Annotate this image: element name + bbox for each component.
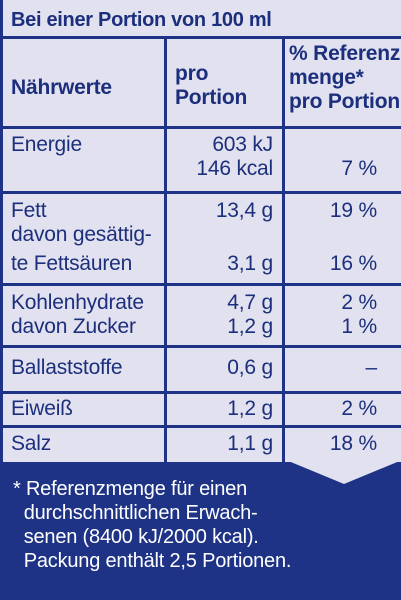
percent-eiweiss: 2 % xyxy=(341,397,377,420)
nutrition-table: Nährwerte pro Portion % Referenz- menge*… xyxy=(3,0,401,470)
row-label-eiweiss: Eiweiß xyxy=(11,397,73,420)
value-kohlenhydrate: 4,7 g xyxy=(227,291,273,314)
divider xyxy=(3,345,401,348)
row-label-ballaststoffe: Ballaststoffe xyxy=(11,356,123,379)
value-energie-kcal: 146 kcal xyxy=(196,157,273,180)
value-gesaettigte: 3,1 g xyxy=(227,252,273,275)
percent-kohlenhydrate: 2 % xyxy=(341,291,377,314)
value-fett: 13,4 g xyxy=(215,199,273,222)
footnote: * Referenzmenge für einen durchschnittli… xyxy=(13,477,393,573)
column-header-reference-2: menge* xyxy=(289,66,364,89)
divider xyxy=(3,36,401,39)
row-label-gesaettigte-1: davon gesättig- xyxy=(11,223,152,246)
row-label-kohlenhydrate: Kohlenhydrate xyxy=(11,291,144,314)
divider xyxy=(3,283,401,286)
footnote-line: * Referenzmenge für einen xyxy=(13,478,248,500)
footnote-line: senen (8400 kJ/2000 kcal). xyxy=(13,526,259,548)
column-header-nutrient: Nährwerte xyxy=(11,76,112,99)
column-divider xyxy=(282,38,285,462)
row-label-salz: Salz xyxy=(11,432,52,455)
percent-energie: 7 % xyxy=(341,157,377,180)
footnote-line: Packung enthält 2,5 Portionen. xyxy=(13,550,292,572)
divider xyxy=(3,391,401,394)
value-eiweiss: 1,2 g xyxy=(227,397,273,420)
footer-notch xyxy=(286,460,401,484)
footer-band xyxy=(3,462,401,600)
percent-zucker: 1 % xyxy=(341,315,377,338)
value-energie-kj: 603 kJ xyxy=(212,133,273,156)
row-label-fett: Fett xyxy=(11,199,47,222)
column-header-per-portion-2: Portion xyxy=(175,86,248,109)
percent-ballaststoffe: – xyxy=(365,356,378,379)
portion-header: Bei einer Portion von 100 ml xyxy=(11,9,272,31)
value-salz: 1,1 g xyxy=(227,432,273,455)
row-label-energie: Energie xyxy=(11,133,82,156)
percent-salz: 18 % xyxy=(329,432,377,455)
divider xyxy=(3,191,401,194)
value-ballaststoffe: 0,6 g xyxy=(227,356,273,379)
column-header-per-portion-1: pro xyxy=(175,62,209,85)
column-header-reference-3: pro Portion xyxy=(289,90,400,113)
column-header-reference-1: % Referenz- xyxy=(289,42,401,65)
footnote-line: durchschnittlichen Erwach- xyxy=(13,502,258,524)
divider xyxy=(3,126,401,129)
row-label-gesaettigte-2: te Fettsäuren xyxy=(11,252,133,275)
divider xyxy=(3,425,401,428)
percent-gesaettigte: 16 % xyxy=(329,252,377,275)
value-zucker: 1,2 g xyxy=(227,315,273,338)
row-label-zucker: davon Zucker xyxy=(11,315,136,338)
percent-fett: 19 % xyxy=(329,199,377,222)
column-divider xyxy=(164,38,167,462)
